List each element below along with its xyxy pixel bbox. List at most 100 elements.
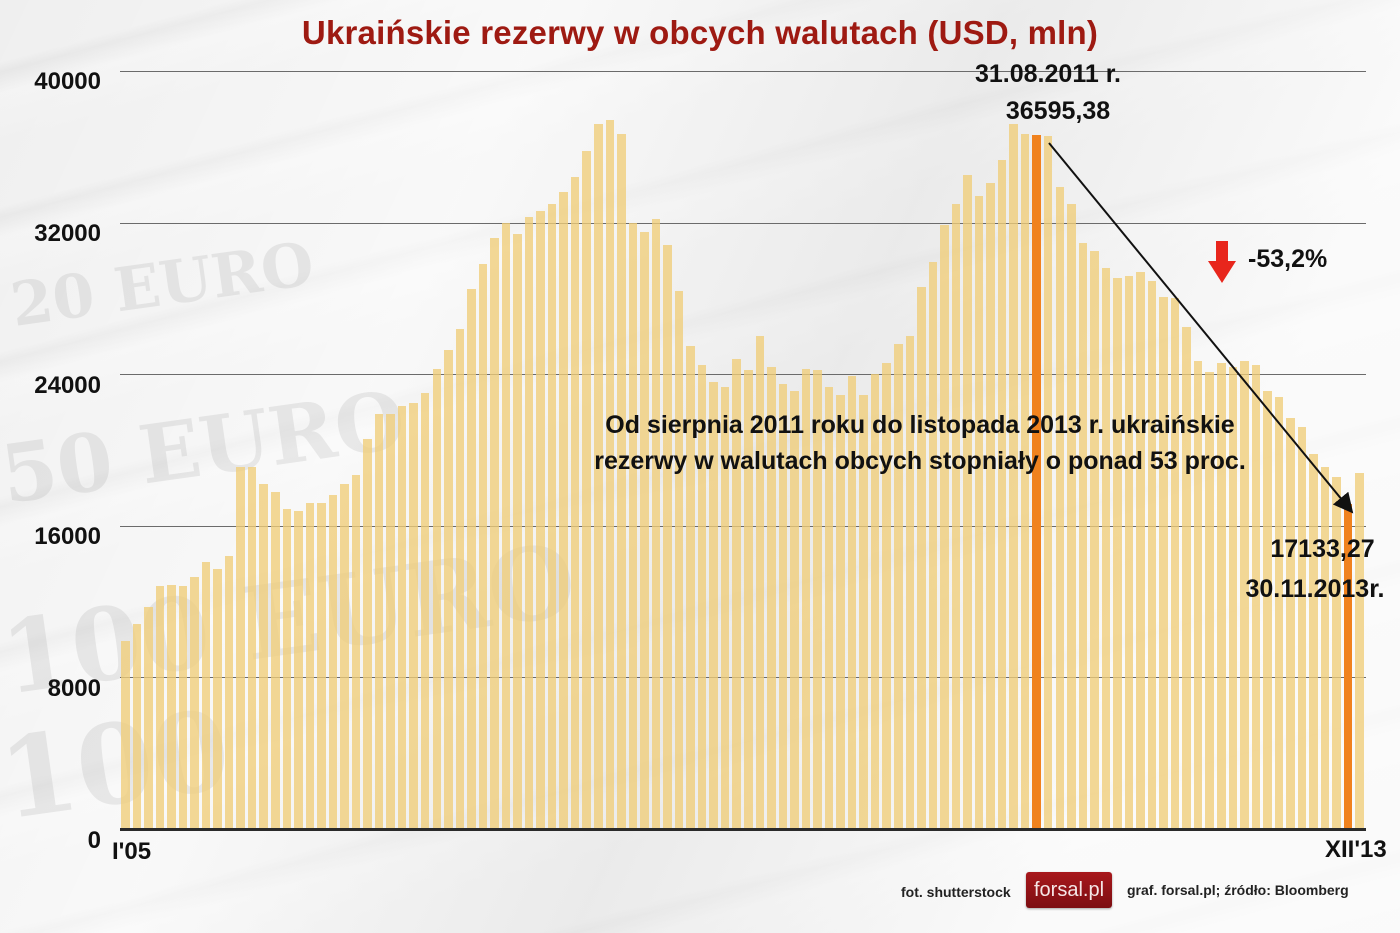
- bar-2007-05: [444, 349, 453, 829]
- bar-2012-01: [1090, 251, 1099, 829]
- bar-2011-07: [1020, 133, 1030, 829]
- gridline: [120, 526, 1366, 527]
- bar-2011-09: [1043, 135, 1053, 829]
- bar-2010-04: [847, 376, 857, 829]
- gridline: [120, 223, 1366, 224]
- bar-2012-12: [1217, 362, 1226, 829]
- summary-note: Od sierpnia 2011 roku do listopada 2013 …: [560, 407, 1280, 479]
- bar-2013-07: [1297, 427, 1307, 829]
- bar-2008-03: [559, 192, 568, 829]
- bar-2012-07: [1159, 296, 1168, 829]
- bar-2009-02: [686, 345, 695, 829]
- bar-2012-10: [1193, 360, 1203, 829]
- bar-2013-12: [1355, 472, 1364, 829]
- bar-2005-01: [121, 641, 130, 829]
- bar-2008-12: [663, 245, 672, 829]
- bar-2009-12: [801, 368, 811, 829]
- bar-2007-10: [501, 222, 511, 829]
- bar-2009-03: [697, 364, 707, 829]
- bar-2011-08: [1032, 135, 1041, 829]
- y-tick-label: 8000: [47, 675, 101, 702]
- bar-2006-10: [363, 438, 372, 829]
- bar-2006-04: [294, 510, 303, 829]
- gridline: [120, 71, 1366, 72]
- bar-2006-11: [374, 414, 384, 829]
- bar-2010-10: [917, 287, 926, 829]
- bar-2008-09: [628, 222, 638, 829]
- bar-2007-09: [490, 237, 499, 829]
- bar-2012-04: [1124, 275, 1134, 829]
- bar-2010-02: [824, 387, 834, 829]
- bar-2012-02: [1101, 268, 1111, 829]
- bar-2010-07: [882, 362, 891, 829]
- bar-2010-08: [893, 343, 903, 829]
- bar-2008-02: [547, 203, 557, 829]
- bar-2010-01: [813, 370, 822, 829]
- bar-2012-11: [1205, 372, 1214, 829]
- forsal-logo[interactable]: forsal.pl: [1026, 872, 1112, 908]
- bar-2008-01: [536, 211, 545, 829]
- y-tick-label: 16000: [34, 523, 101, 550]
- bar-2008-10: [640, 232, 649, 829]
- chart-title: Ukraińskie rezerwy w obcych walutach (US…: [301, 14, 1099, 51]
- y-tick-label: 24000: [34, 372, 101, 399]
- bar-2009-06: [732, 359, 741, 829]
- bar-2010-03: [836, 395, 845, 829]
- bar-2011-06: [1009, 124, 1018, 829]
- bar-2012-06: [1147, 281, 1157, 829]
- y-tick-label: 32000: [34, 220, 101, 247]
- bar-2012-09: [1182, 326, 1191, 829]
- bar-2009-01: [674, 290, 684, 829]
- bar-2007-04: [432, 368, 442, 829]
- y-tick-label: 0: [87, 827, 101, 854]
- photo-credit: fot. shutterstock: [901, 884, 1011, 900]
- bar-2010-12: [940, 224, 949, 829]
- bar-2008-06: [594, 124, 603, 829]
- bar-2005-04: [155, 586, 165, 829]
- bar-2012-05: [1136, 271, 1145, 829]
- bar-2013-03: [1251, 364, 1261, 829]
- summary-note-line: rezerwy w walutach obcych stopniały o po…: [594, 447, 1246, 475]
- bar-2006-02: [270, 491, 280, 829]
- bar-2005-06: [178, 586, 188, 829]
- bar-2008-05: [582, 150, 591, 829]
- bar-2013-06: [1286, 417, 1295, 829]
- bar-2011-01: [951, 203, 961, 829]
- bar-2007-01: [397, 406, 407, 829]
- bar-2006-03: [282, 508, 292, 829]
- bar-2011-11: [1067, 203, 1076, 829]
- bar-2008-08: [617, 133, 626, 829]
- bar-2010-11: [928, 262, 938, 829]
- bar-2013-11: [1343, 504, 1353, 829]
- bar-2005-05: [167, 584, 176, 829]
- bar-2007-07: [467, 288, 476, 829]
- x-axis-end-label: XII'13: [1325, 836, 1387, 863]
- bar-2005-03: [144, 607, 153, 829]
- bar-2006-08: [340, 484, 349, 829]
- bar-2009-09: [767, 366, 776, 829]
- bar-2006-09: [351, 474, 361, 829]
- bar-2005-09: [213, 569, 222, 829]
- bar-2013-05: [1274, 396, 1284, 829]
- end-value-label: 17133,27: [1270, 535, 1375, 563]
- bar-2006-12: [386, 414, 395, 829]
- change-percent-label: -53,2%: [1248, 245, 1328, 273]
- bar-series: [120, 71, 1366, 829]
- bar-2011-12: [1078, 243, 1088, 829]
- bar-2008-11: [651, 218, 661, 829]
- bar-2005-08: [201, 561, 211, 829]
- bar-2006-06: [317, 503, 326, 829]
- bar-2010-06: [870, 374, 880, 829]
- bar-2007-08: [478, 264, 488, 829]
- bar-2009-04: [709, 381, 718, 829]
- gridline: [120, 677, 1366, 678]
- bar-2013-09: [1320, 467, 1330, 829]
- bar-2009-07: [744, 370, 753, 829]
- bar-2007-03: [420, 393, 430, 829]
- bar-2011-05: [997, 160, 1007, 829]
- bar-2008-07: [605, 120, 615, 829]
- bar-2009-11: [790, 391, 799, 829]
- y-tick-label: 40000: [34, 68, 101, 95]
- bar-2013-04: [1263, 391, 1272, 829]
- bar-2011-10: [1055, 186, 1065, 829]
